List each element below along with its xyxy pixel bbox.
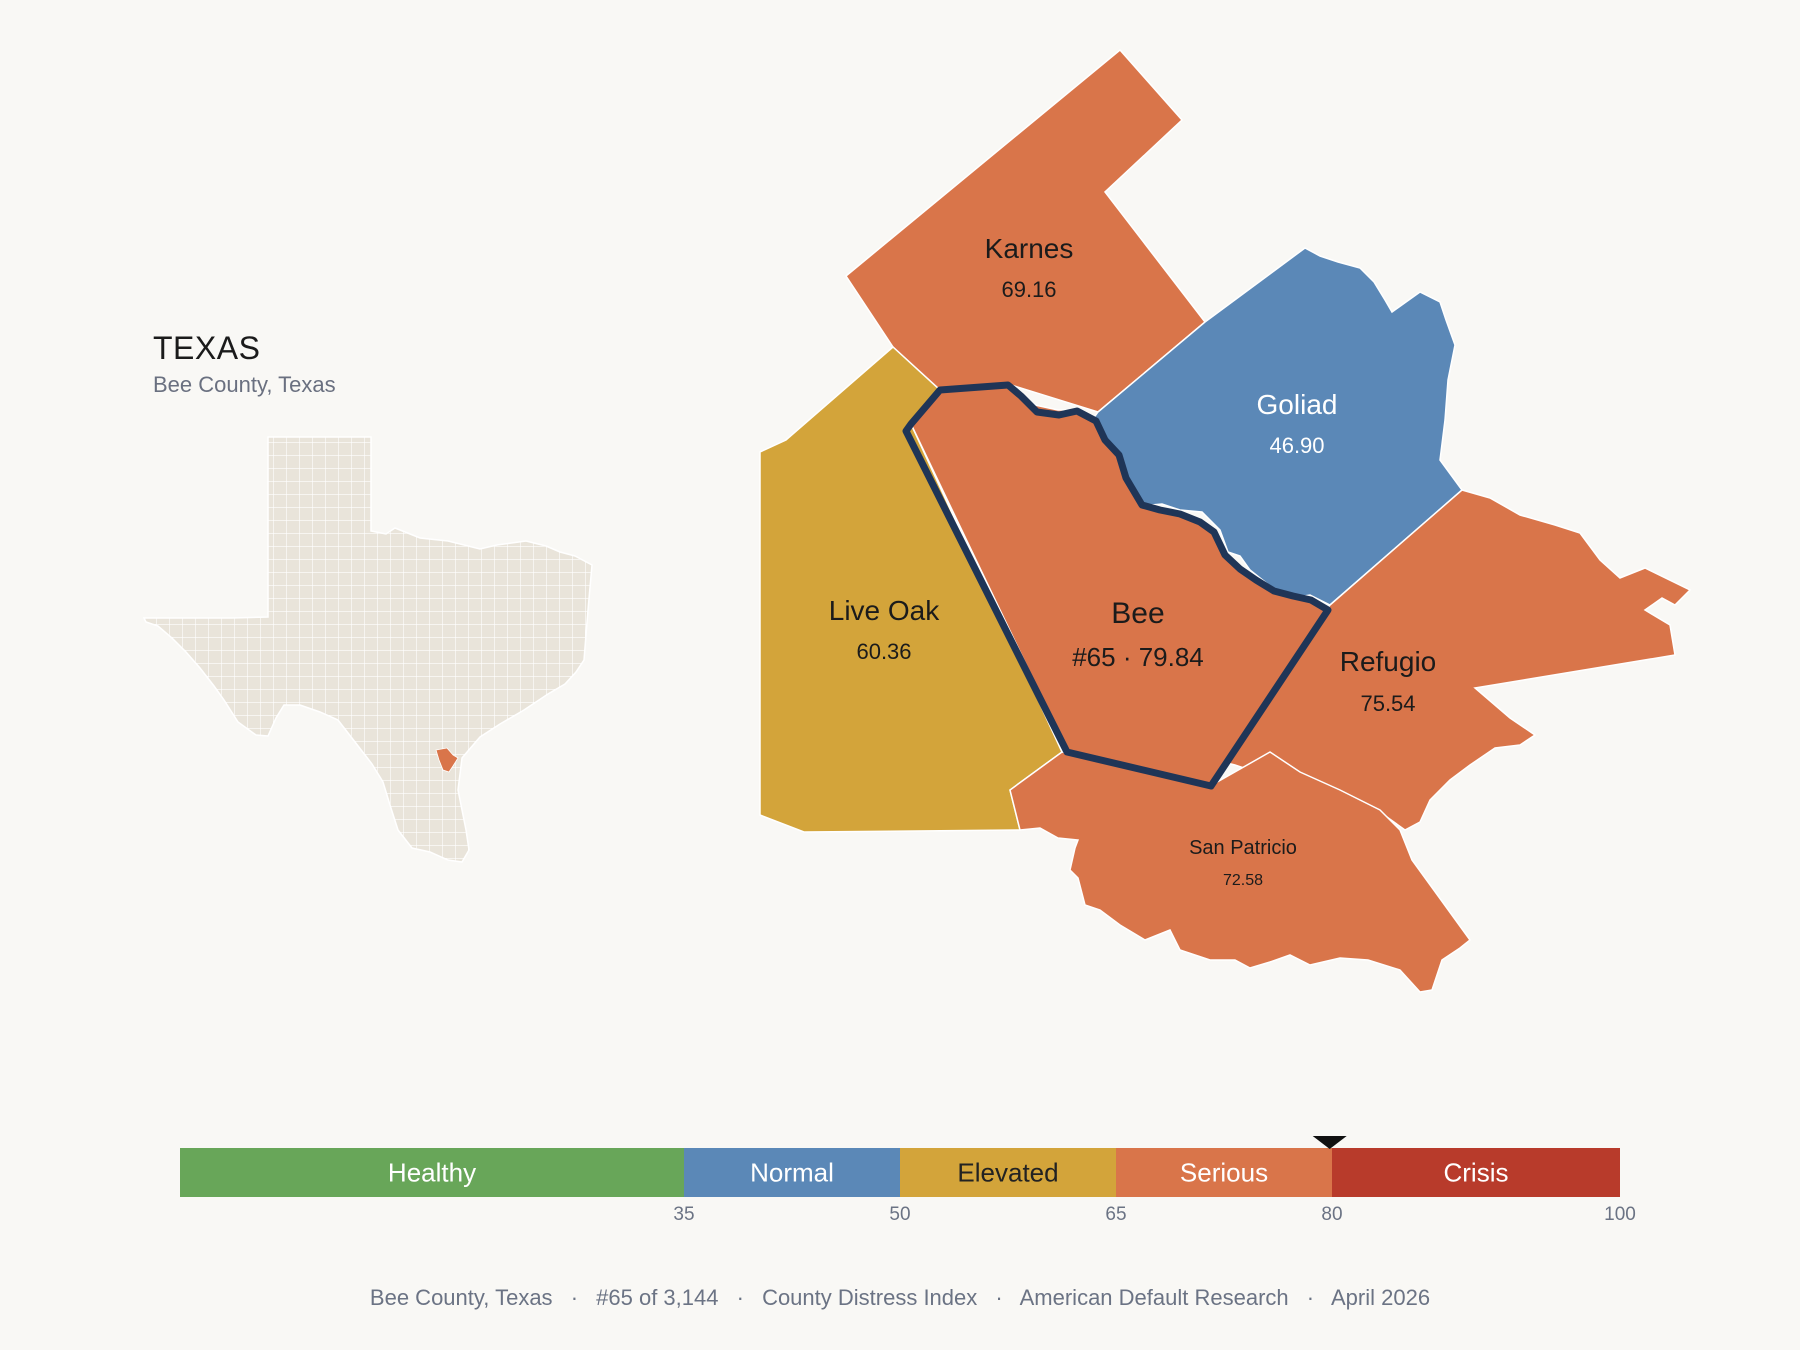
- legend-label-crisis: Crisis: [1444, 1158, 1509, 1188]
- county-label-karnes: Karnes: [985, 233, 1074, 264]
- county-value-bee: #65 · 79.84: [1072, 642, 1204, 672]
- inset-state-title: TEXAS: [153, 330, 261, 366]
- county-label-goliad: Goliad: [1257, 389, 1338, 420]
- legend-segment-elevated: [900, 1148, 1116, 1197]
- inset-subtitle: Bee County, Texas: [153, 372, 336, 397]
- texas-inset-bee-highlight: [435, 747, 459, 773]
- footer-rank: #65 of 3,144: [596, 1285, 719, 1310]
- county-value-san-patricio: 72.58: [1223, 872, 1263, 889]
- legend-value-marker: [1312, 1136, 1347, 1149]
- legend-label-serious: Serious: [1180, 1158, 1268, 1188]
- legend-segment-serious: [1116, 1148, 1332, 1197]
- legend-tick-label: 100: [1604, 1204, 1636, 1225]
- distress-scale-legend: Healthy Normal Elevated Serious Crisis 35 50 65…: [180, 1136, 1636, 1225]
- county-value-goliad: 46.90: [1269, 433, 1324, 458]
- county-value-refugio: 75.54: [1360, 691, 1415, 716]
- footer-separator: ·: [995, 1285, 1003, 1310]
- footer-date: April 2026: [1331, 1285, 1431, 1310]
- county-label-live-oak: Live Oak: [829, 595, 940, 626]
- county-label-refugio: Refugio: [1340, 646, 1437, 677]
- legend-segment-healthy: [180, 1148, 684, 1197]
- county-value-live-oak: 60.36: [856, 639, 911, 664]
- legend-tick-label: 65: [1105, 1204, 1126, 1225]
- footer-county: Bee County, Texas: [369, 1285, 553, 1310]
- legend-tick-label: 35: [673, 1204, 694, 1225]
- legend-segment-crisis: [1332, 1148, 1620, 1197]
- county-value-karnes: 69.16: [1001, 277, 1056, 302]
- footer-index-name: County Distress Index: [762, 1285, 978, 1310]
- county-san-patricio[interactable]: [1009, 751, 1472, 993]
- footer-separator: ·: [570, 1285, 579, 1310]
- county-bee-outline: [902, 381, 1332, 790]
- footer-caption: Bee County, Texas · #65 of 3,144 · Count…: [0, 1285, 1800, 1311]
- texas-inset-map: [142, 436, 593, 863]
- regional-county-map: [759, 48, 1692, 993]
- footer-organization: American Default Research: [1019, 1285, 1289, 1310]
- county-label-bee: Bee: [1111, 597, 1164, 630]
- legend-label-normal: Normal: [750, 1158, 834, 1188]
- footer-separator: ·: [1306, 1285, 1315, 1310]
- footer-separator: ·: [736, 1285, 744, 1310]
- legend-label-healthy: Healthy: [388, 1158, 476, 1188]
- legend-label-elevated: Elevated: [957, 1158, 1058, 1188]
- legend-segment-normal: [684, 1148, 900, 1197]
- legend-tick-label: 50: [889, 1204, 910, 1225]
- county-label-san-patricio: San Patricio: [1189, 837, 1297, 859]
- county-labels: Karnes 69.16 Goliad 46.90 Live Oak 60.36…: [829, 233, 1437, 889]
- texas-county-grid: [144, 437, 592, 862]
- legend-tick-label: 80: [1321, 1204, 1342, 1225]
